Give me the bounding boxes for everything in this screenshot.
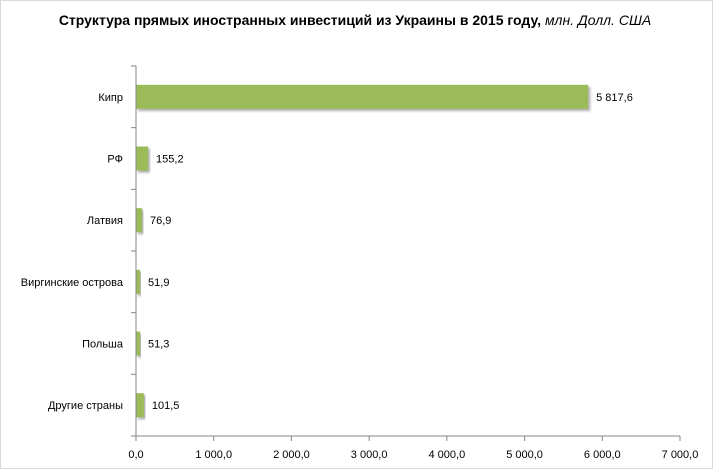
x-tick-label-7: 7 000,0 [662,449,699,461]
x-tick-label-4: 4 000,0 [429,449,466,461]
chart-title: Структура прямых иностранных инвестиций … [40,10,670,30]
category-label-5: Другие страны [48,400,123,412]
category-label-4: Польша [82,339,124,351]
chart-title-main: Структура прямых иностранных инвестиций … [58,12,542,28]
chart-title-unit: млн. Долл. США [544,12,652,28]
bar-1 [136,146,149,171]
x-tick-label-1: 1 000,0 [195,449,232,461]
value-label-2: 76,9 [150,215,171,227]
x-tick-label-5: 5 000,0 [506,449,543,461]
bar-4 [136,331,140,356]
value-label-0: 5 817,6 [596,92,633,104]
value-label-3: 51,9 [148,277,169,289]
value-label-5: 101,5 [152,400,180,412]
value-label-1: 155,2 [156,154,184,166]
category-label-0: Кипр [98,92,123,104]
value-label-4: 51,3 [148,339,169,351]
category-label-3: Виргинские острова [21,277,124,289]
bar-2 [136,208,142,233]
category-label-2: Латвия [87,215,123,227]
x-tick-label-0: 0,0 [128,449,143,461]
category-label-1: РФ [107,154,123,166]
x-tick-label-6: 6 000,0 [584,449,621,461]
bar-3 [136,269,141,294]
bar-5 [136,393,144,418]
x-tick-label-2: 2 000,0 [273,449,310,461]
bar-0 [136,84,589,109]
x-tick-label-3: 3 000,0 [351,449,388,461]
